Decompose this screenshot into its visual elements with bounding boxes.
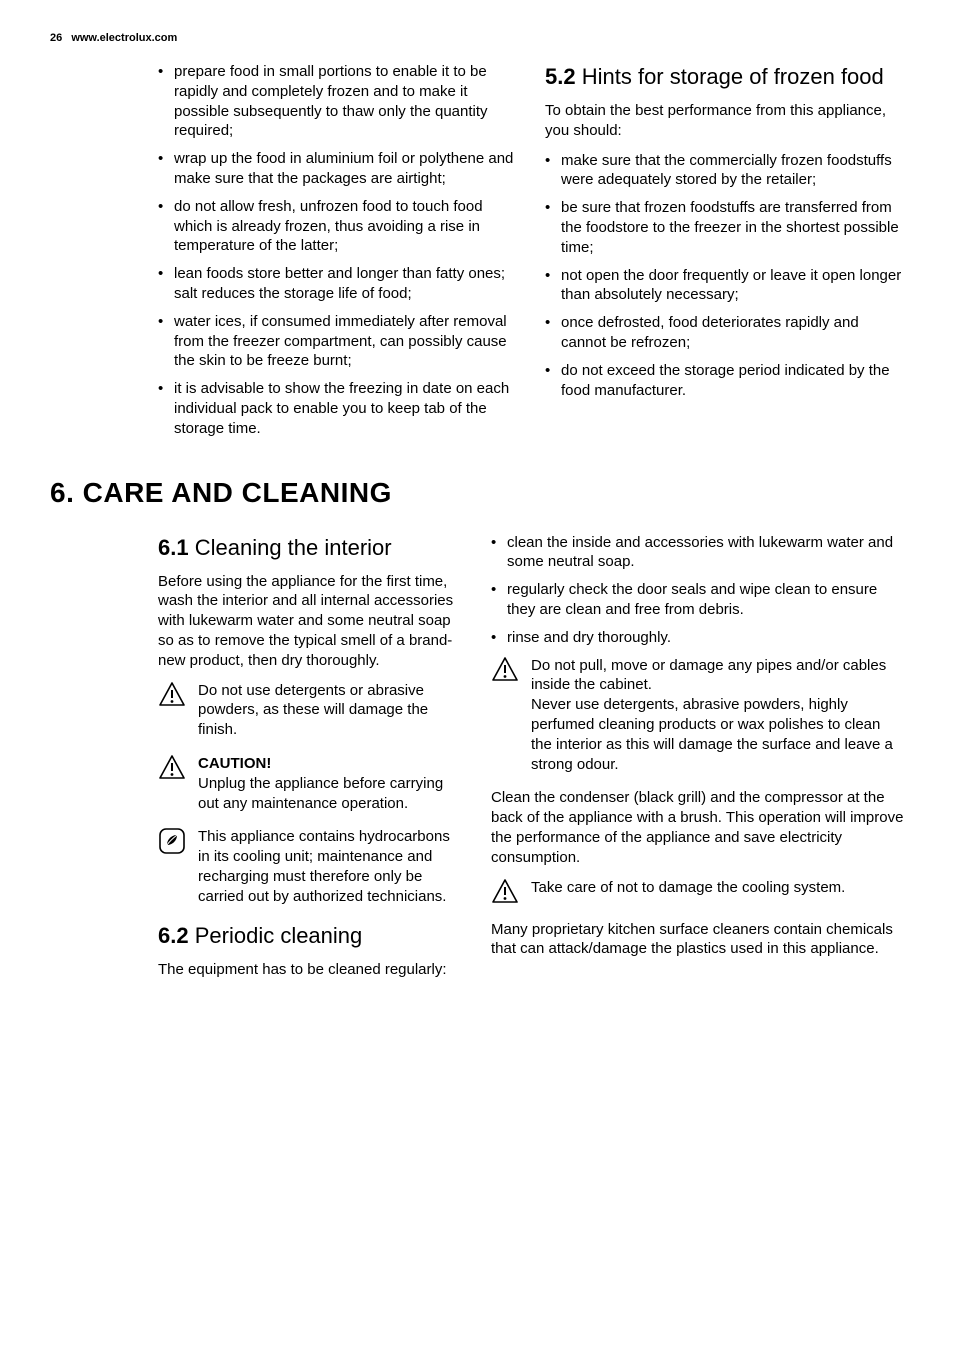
header-url: www.electrolux.com [71,32,177,44]
list-item: it is advisable to show the freezing in … [158,379,517,438]
section-6-columns: 6.1 Cleaning the interior Before using t… [50,533,904,990]
list-item: do not allow fresh, unfrozen food to tou… [158,197,517,256]
caution-label: CAUTION! [198,755,271,772]
warning-text-62a: Do not pull, move or damage any pipes an… [531,656,904,775]
sub61-para: Before using the appliance for the first… [50,572,463,671]
list-item: lean foods store better and longer than … [158,264,517,304]
subheading-6-2: 6.2 Periodic cleaning [50,921,463,950]
list-item: rinse and dry thoroughly. [491,628,904,648]
caution-box: CAUTION! Unplug the appliance before car… [50,754,463,813]
eco-icon [158,827,186,855]
warning-icon [491,656,519,684]
sub52-list: make sure that the commercially frozen f… [545,151,904,401]
eco-text: This appliance contains hydrocarbons in … [198,827,463,906]
caution-body: Unplug the appliance before carrying out… [198,775,443,812]
list-item: wrap up the food in aluminium foil or po… [158,149,517,189]
section-5-left-col: prepare food in small portions to enable… [50,62,517,447]
warning-icon [158,754,186,782]
warning-icon [158,681,186,709]
page-header: 26 www.electrolux.com [50,32,904,44]
list-item: once defrosted, food deteriorates rapidl… [545,313,904,353]
page-number: 26 [50,32,62,44]
list-item: not open the door frequently or leave it… [545,266,904,306]
subheading-title: Periodic cleaning [195,923,363,948]
list-item: make sure that the commercially frozen f… [545,151,904,191]
warning-box-62a: Do not pull, move or damage any pipes an… [491,656,904,775]
subheading-6-1: 6.1 Cleaning the interior [50,533,463,562]
subheading-title: Cleaning the interior [195,535,392,560]
warning-box-61: Do not use detergents or abrasive powder… [50,681,463,740]
warn62a-line2: Never use detergents, abrasive powders, … [531,696,893,772]
heading-6-num: 6. [50,477,74,508]
section-5-left-list: prepare food in small portions to enable… [158,62,517,439]
list-item: water ices, if consumed immediately afte… [158,312,517,371]
list-item: regularly check the door seals and wipe … [491,580,904,620]
eco-box: This appliance contains hydrocarbons in … [50,827,463,906]
warning-icon [491,878,519,906]
heading-6: 6. CARE AND CLEANING [50,477,904,509]
condenser-para: Clean the condenser (black grill) and th… [491,788,904,867]
cleaners-para: Many proprietary kitchen surface cleaner… [491,920,904,960]
warning-box-62b: Take care of not to damage the cooling s… [491,878,904,906]
sub62-list: clean the inside and accessories with lu… [491,533,904,648]
list-item: clean the inside and accessories with lu… [491,533,904,573]
section-6-left-col: 6.1 Cleaning the interior Before using t… [50,533,463,990]
subheading-title: Hints for storage of frozen food [582,64,884,89]
subheading-5-2: 5.2 Hints for storage of frozen food [545,62,904,91]
heading-6-title: CARE AND CLEANING [83,477,392,508]
warning-text: Do not use detergents or abrasive powder… [198,681,463,740]
section-5-right-col: 5.2 Hints for storage of frozen food To … [545,62,904,447]
list-item: do not exceed the storage period indicat… [545,361,904,401]
section-6-right-col: clean the inside and accessories with lu… [491,533,904,990]
subheading-num: 6.1 [158,535,189,560]
sub52-intro: To obtain the best performance from this… [545,101,904,141]
section-5-columns: prepare food in small portions to enable… [50,62,904,447]
list-item: be sure that frozen foodstuffs are trans… [545,198,904,257]
caution-text-block: CAUTION! Unplug the appliance before car… [198,754,463,813]
warning-text-62b: Take care of not to damage the cooling s… [531,878,904,906]
warn62a-line1: Do not pull, move or damage any pipes an… [531,657,886,694]
list-item: prepare food in small portions to enable… [158,62,517,141]
subheading-num: 6.2 [158,923,189,948]
subheading-num: 5.2 [545,64,576,89]
sub62-intro: The equipment has to be cleaned regularl… [50,960,463,980]
